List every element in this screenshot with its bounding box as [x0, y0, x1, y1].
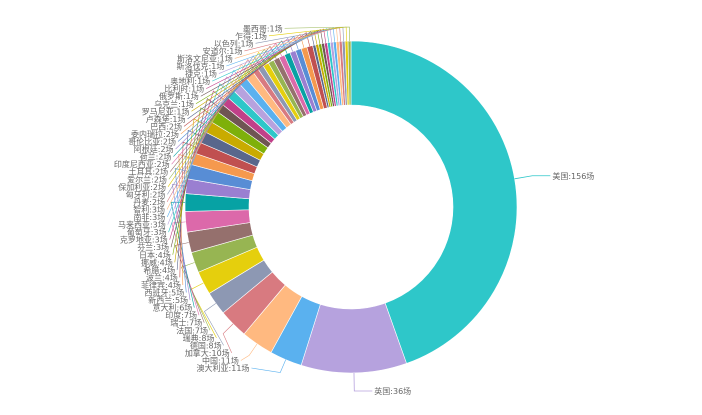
slice-label-2: 澳大利亚:11场 — [197, 363, 250, 373]
slice-label-5: 德国:8场 — [190, 340, 222, 350]
slice-label-15: 希腊:4场 — [143, 265, 175, 275]
slice-label-41: 捷克:1场 — [185, 69, 217, 79]
slice-label-21: 马来西亚:3场 — [118, 221, 166, 230]
label-line-8 — [174, 242, 205, 323]
label-line-34 — [183, 32, 311, 127]
slice-label-34: 巴西:2场 — [150, 122, 182, 131]
slice-label-14: 波兰:4场 — [146, 272, 178, 282]
slice-label-43: 斯洛文尼亚:1场 — [177, 53, 233, 63]
slice-label-17: 日本:4场 — [139, 250, 171, 260]
slice-label-44: 安道尔:1场 — [203, 46, 243, 56]
slice-label-27: 爱尔兰:2场 — [127, 174, 167, 184]
label-line-47 — [284, 26, 350, 42]
labels-layer: 美国:156场英国:36场澳大利亚:11场中国:11场加拿大:10场德国:8场瑞… — [114, 24, 594, 396]
slice-label-39: 比利时:1场 — [164, 84, 204, 94]
label-line-2 — [251, 359, 287, 373]
label-line-43 — [234, 27, 338, 59]
label-line-41 — [218, 27, 332, 74]
slice-label-35: 卢森堡:1场 — [146, 114, 186, 124]
slice-label-31: 阿根廷:2场 — [134, 144, 174, 154]
label-line-5 — [204, 303, 224, 346]
label-line-28 — [169, 45, 277, 172]
label-line-31 — [175, 37, 293, 150]
slice-label-28: 土耳其:2场 — [128, 167, 168, 177]
label-line-3 — [240, 343, 258, 361]
label-line-42 — [226, 27, 335, 67]
slice-label-6: 瑞典:8场 — [183, 333, 215, 343]
slice-label-33: 委内瑞拉:2场 — [131, 129, 179, 139]
slice-label-22: 南非:3场 — [133, 212, 165, 222]
slice-label-26: 保加利亚:2场 — [118, 182, 166, 192]
label-line-33 — [180, 33, 305, 135]
slice-label-0: 美国:156场 — [552, 171, 594, 181]
label-line-19 — [169, 90, 225, 240]
slice-label-10: 意大利:6场 — [153, 303, 193, 313]
label-line-35 — [187, 31, 315, 120]
slice-label-37: 乌克兰:1场 — [154, 99, 194, 109]
label-line-4 — [222, 323, 234, 354]
label-line-38 — [200, 29, 324, 97]
label-line-39 — [206, 28, 327, 89]
label-line-21 — [167, 76, 237, 225]
slice-47[interactable] — [347, 40, 352, 106]
slice-label-23: 智利:3场 — [133, 204, 165, 214]
slice-label-7: 法国:7场 — [176, 325, 208, 335]
label-line-14 — [179, 141, 197, 278]
slice-label-9: 印度:7场 — [165, 310, 197, 320]
slice-label-30: 荷兰:2场 — [140, 152, 172, 162]
label-line-18 — [170, 98, 219, 248]
label-line-15 — [176, 129, 201, 270]
slice-label-45: 以色列:1场 — [214, 38, 254, 48]
label-line-7 — [180, 262, 211, 331]
label-line-1 — [353, 372, 373, 392]
label-line-6 — [190, 282, 217, 338]
slice-label-16: 挪威:4场 — [141, 257, 173, 267]
slice-label-42: 斯洛伐克:1场 — [177, 61, 225, 71]
slice-label-8: 瑞士:7场 — [170, 318, 202, 328]
slice-label-11: 新西兰:5场 — [148, 295, 188, 305]
slice-label-18: 芬兰:3场 — [137, 242, 169, 252]
slice-label-40: 奥地利:1场 — [170, 76, 210, 86]
slice-label-29: 印度尼西亚:2场 — [114, 159, 170, 169]
slice-label-24: 丹麦:2场 — [133, 197, 165, 207]
slice-label-12: 西班牙:5场 — [144, 288, 184, 298]
slice-label-3: 中国:11场 — [202, 355, 239, 365]
slice-label-4: 加拿大:10场 — [185, 348, 230, 358]
label-line-12 — [174, 168, 189, 293]
slice-label-32: 哥伦比亚:2场 — [128, 137, 176, 147]
label-line-40 — [212, 28, 330, 82]
slice-label-1: 英国:36场 — [374, 386, 411, 396]
slice-label-19: 克罗地亚:3场 — [120, 235, 168, 245]
slice-label-46: 乍得:1场 — [235, 31, 267, 41]
slices-layer — [184, 40, 518, 374]
label-line-17 — [172, 107, 213, 255]
slice-label-25: 匈牙利:2场 — [126, 189, 166, 199]
label-line-0 — [514, 175, 551, 180]
slice-label-47: 墨西哥:1场 — [243, 24, 283, 33]
label-lines-layer — [166, 26, 551, 392]
slice-label-20: 葡萄牙:3场 — [127, 227, 167, 237]
slice-0[interactable] — [350, 40, 518, 364]
slice-label-38: 俄罗斯:1场 — [159, 91, 199, 101]
slice-label-36: 罗马尼亚:1场 — [142, 107, 190, 116]
label-line-20 — [168, 83, 231, 233]
slice-label-13: 菲律宾:4场 — [141, 280, 181, 290]
